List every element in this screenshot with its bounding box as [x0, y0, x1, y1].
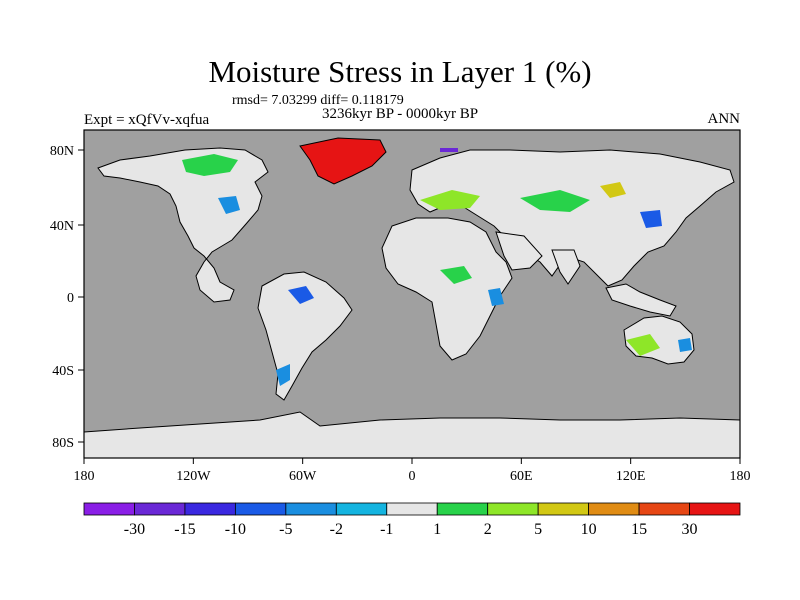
- map-title: Moisture Stress in Layer 1 (%): [208, 54, 592, 89]
- legend-swatch: [386, 502, 438, 516]
- legend-label: 2: [484, 521, 492, 538]
- north-america-landmass: [97, 147, 269, 303]
- map-plot: [83, 129, 741, 459]
- season-label: ANN: [707, 111, 741, 127]
- legend-swatch: [335, 502, 388, 516]
- land-masses: [83, 137, 741, 459]
- x-tick-label: 180: [730, 469, 751, 484]
- africa-positive-patch: [440, 266, 472, 284]
- legend-swatch: [234, 502, 287, 516]
- greenland-landmass: [299, 137, 387, 185]
- legend-swatch: [83, 502, 135, 516]
- y-axis-ticks: 80N 40N 0 40S 80S: [50, 144, 84, 451]
- canada-positive-patch: [182, 154, 238, 176]
- legend-swatch: [588, 502, 640, 516]
- india-landmass: [551, 249, 581, 285]
- y-tick-label: 80S: [52, 436, 74, 451]
- legend-swatch: [689, 502, 741, 516]
- legend-label: -5: [279, 521, 292, 538]
- x-tick-label: 180: [74, 469, 95, 484]
- anomaly-patches: [182, 148, 692, 386]
- legend-label: 30: [682, 521, 698, 538]
- legend-label: -30: [124, 521, 145, 538]
- legend-label: -15: [174, 521, 195, 538]
- australia-negative-patch: [678, 338, 692, 352]
- legend-swatch: [537, 502, 590, 516]
- arabian-peninsula: [495, 231, 543, 271]
- patagonia-negative-patch: [276, 364, 290, 386]
- legend-swatch: [487, 502, 539, 516]
- legend-label: 15: [631, 521, 647, 538]
- x-tick-label: 120W: [176, 469, 211, 484]
- arctic-negative-patch: [440, 148, 458, 152]
- x-tick-label: 60W: [289, 469, 317, 484]
- x-tick-label: 0: [409, 469, 416, 484]
- europe-positive-patch: [420, 190, 480, 210]
- amazon-negative-patch: [288, 286, 314, 304]
- asia-positive-patch: [520, 190, 590, 212]
- east-asia-negative-patch: [640, 210, 662, 228]
- legend-swatch: [436, 502, 489, 516]
- legend-swatch: [638, 502, 690, 516]
- stats-line: rmsd= 7.03299 diff= 0.118179: [232, 93, 404, 108]
- legend-swatch: [184, 502, 236, 516]
- africa-landmass: [381, 217, 513, 361]
- period-line: 3236kyr BP - 0000kyr BP: [322, 106, 479, 122]
- legend-swatch: [134, 502, 186, 516]
- y-tick-label: 0: [67, 291, 74, 306]
- legend-label: -10: [225, 521, 246, 538]
- legend-label: 10: [581, 521, 597, 538]
- legend-label: 5: [534, 521, 542, 538]
- australia-positive-patch: [626, 334, 660, 356]
- legend-label: -1: [380, 521, 393, 538]
- legend-swatch: [285, 502, 337, 516]
- africa-negative-patch: [488, 288, 504, 306]
- experiment-label: Expt = xQfVv-xqfua: [84, 112, 210, 128]
- x-axis-ticks: 180 120W 60W 0 60E 120E 180: [74, 458, 751, 484]
- y-tick-label: 80N: [50, 144, 74, 159]
- x-tick-label: 60E: [510, 469, 533, 484]
- eurasia-landmass: [409, 149, 735, 287]
- asia-yellow-patch: [600, 182, 626, 198]
- y-tick-label: 40S: [52, 364, 74, 379]
- maritime-asia: [605, 283, 677, 317]
- y-tick-label: 40N: [50, 219, 74, 234]
- legend-label: -2: [330, 521, 343, 538]
- canada-negative-patch: [218, 196, 240, 214]
- color-legend: -30 -15 -10 -5 -2 -1 1 2 5 10 15 30: [83, 502, 741, 538]
- x-tick-label: 120E: [616, 469, 646, 484]
- legend-label: 1: [433, 521, 441, 538]
